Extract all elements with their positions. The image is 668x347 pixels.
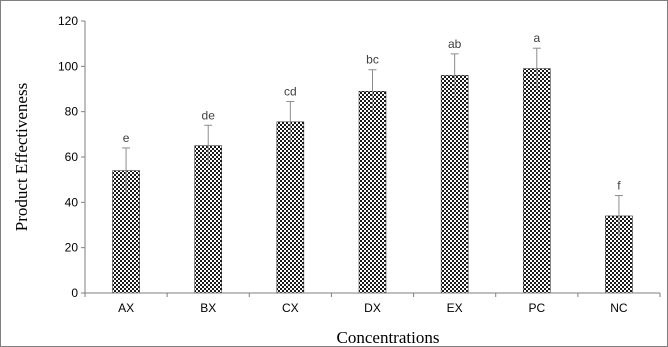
x-tick-label: BX [200,301,216,315]
significance-letter: ab [448,37,462,51]
y-axis-title: Product Effectiveness [12,83,31,231]
significance-letter: bc [366,53,379,67]
bar-pc [523,68,551,294]
significance-letter: e [123,131,130,145]
bars: e de cd bc ab a f [112,31,633,294]
y-tick-label: 100 [58,59,78,73]
x-tick-label: EX [447,301,463,315]
y-tick-label: 80 [65,105,79,119]
y-tick-label: 60 [65,150,79,164]
y-tick-label: 120 [58,14,78,28]
x-axis: AX BX CX DX EX PC NC [84,292,661,315]
significance-letter: a [533,31,540,45]
y-tick-label: 20 [65,241,79,255]
x-tick-label: PC [528,301,545,315]
x-tick-label: DX [364,301,381,315]
x-axis-title: Concentrations [337,328,440,347]
bar-bx [194,145,222,294]
y-tick-label: 40 [65,195,79,209]
y-axis: 0 20 40 60 80 100 120 [58,14,86,300]
x-tick-label: AX [118,301,134,315]
significance-letter: f [617,179,621,193]
x-tick-label: NC [610,301,628,315]
significance-letter: cd [284,84,297,98]
bar-ex [440,75,469,294]
significance-letter: de [202,108,216,122]
bar-cx [276,121,305,294]
x-tick-label: CX [282,301,299,315]
bar-dx [358,91,387,294]
y-tick-label: 0 [71,286,78,300]
